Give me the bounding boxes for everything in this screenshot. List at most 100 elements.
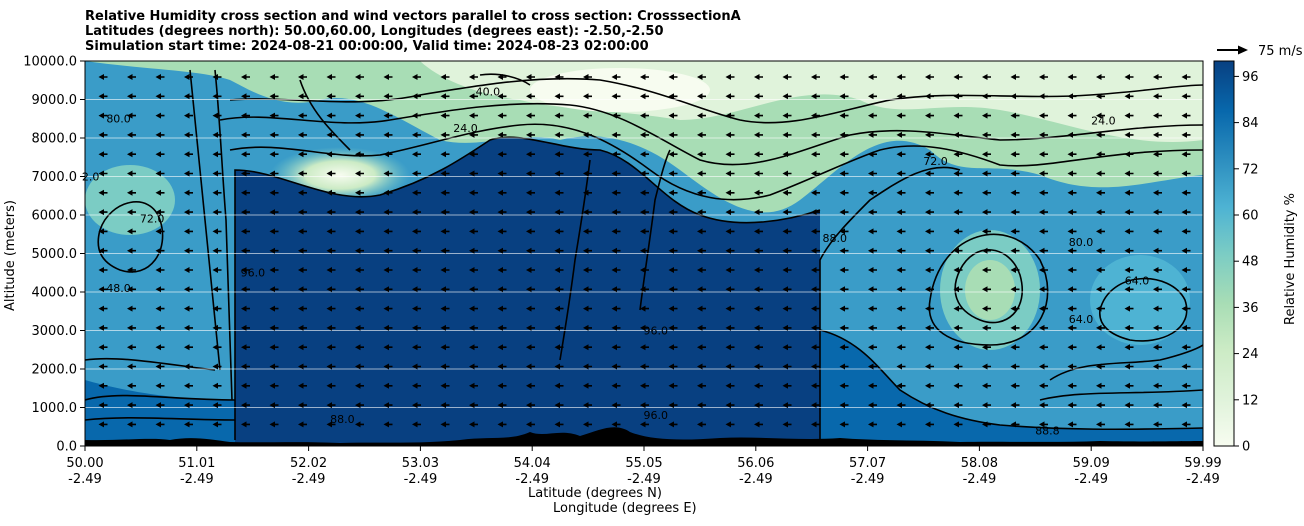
wind-vector bbox=[1124, 112, 1134, 119]
wind-vector bbox=[1096, 189, 1105, 196]
wind-vector bbox=[412, 402, 421, 409]
wind-vector bbox=[953, 189, 963, 196]
wind-vector bbox=[383, 324, 393, 331]
wind-vector bbox=[583, 267, 592, 273]
wind-vector bbox=[269, 267, 279, 273]
wind-vector bbox=[640, 344, 649, 351]
colorbar-ticks: 0 12 24 36 48 60 72 84 96 bbox=[1234, 70, 1259, 455]
wind-vector bbox=[982, 131, 991, 138]
wind-vector bbox=[953, 112, 963, 119]
wind-vector bbox=[697, 151, 706, 158]
wind-vector bbox=[868, 247, 877, 254]
wind-vector bbox=[298, 209, 307, 216]
wind-vector bbox=[668, 112, 678, 119]
wind-vector bbox=[554, 324, 564, 331]
wind-vector bbox=[782, 324, 792, 331]
wind-vector bbox=[725, 421, 735, 428]
wind-vector bbox=[127, 131, 136, 138]
wind-vector bbox=[668, 267, 678, 273]
wind-vector bbox=[355, 93, 364, 100]
wind-vector bbox=[184, 131, 193, 138]
wind-vector bbox=[611, 74, 621, 80]
wind-vector bbox=[241, 170, 250, 177]
wind-vector bbox=[155, 344, 165, 351]
wind-vector bbox=[184, 402, 193, 409]
wind-vector bbox=[440, 324, 450, 331]
wind-vector bbox=[640, 131, 649, 138]
wind-vector bbox=[754, 112, 763, 119]
wind-vector bbox=[1124, 209, 1134, 216]
wind-vector bbox=[1067, 112, 1077, 119]
colorbar-tick-label: 0 bbox=[1242, 440, 1250, 455]
wind-vector bbox=[811, 209, 820, 216]
contour-label: 2.0 bbox=[82, 170, 100, 183]
wind-vector bbox=[925, 170, 934, 177]
wind-vector bbox=[326, 286, 336, 293]
wind-vector bbox=[241, 363, 250, 370]
wind-vector bbox=[241, 286, 250, 293]
wind-vector bbox=[497, 305, 507, 312]
wind-vector bbox=[127, 324, 136, 331]
wind-vector bbox=[383, 286, 393, 293]
wind-vector bbox=[896, 189, 906, 196]
colorbar-tick-label: 48 bbox=[1242, 255, 1259, 270]
wind-vector bbox=[782, 228, 792, 235]
wind-vector bbox=[1010, 112, 1020, 119]
wind-vector bbox=[412, 421, 421, 428]
wind-vector bbox=[782, 382, 792, 389]
wind-vector bbox=[127, 421, 136, 428]
wind-vector bbox=[953, 267, 963, 273]
wind-vector bbox=[668, 344, 678, 351]
y-tick-label: 2000.0 bbox=[32, 363, 78, 378]
wind-vector bbox=[1067, 286, 1077, 293]
wind-vector bbox=[1096, 228, 1105, 235]
wind-vector bbox=[811, 74, 820, 80]
wind-vector bbox=[839, 209, 849, 216]
wind-vector bbox=[212, 267, 222, 273]
wind-vector bbox=[811, 247, 820, 254]
wind-vector bbox=[1124, 247, 1134, 254]
wind-vector bbox=[469, 189, 478, 196]
wind-vector bbox=[241, 324, 250, 331]
reference-vector-arrow bbox=[1217, 45, 1248, 55]
wind-vector bbox=[440, 170, 450, 177]
colorbar-tick-label: 24 bbox=[1242, 347, 1259, 362]
wind-vector bbox=[1181, 402, 1191, 409]
contour-label: 96.0 bbox=[241, 267, 266, 280]
wind-vector bbox=[155, 93, 165, 100]
x-tick-label-lon: -2.49 bbox=[739, 472, 773, 487]
x-tick-label-lat: 56.06 bbox=[737, 456, 774, 471]
wind-vector bbox=[697, 131, 706, 138]
wind-vector bbox=[440, 189, 450, 196]
wind-vector bbox=[469, 363, 478, 370]
wind-vector bbox=[98, 74, 108, 80]
wind-vector bbox=[1010, 421, 1020, 428]
wind-vector bbox=[839, 131, 849, 138]
wind-vector bbox=[212, 131, 222, 138]
wind-vector bbox=[526, 170, 535, 177]
wind-vector bbox=[526, 324, 535, 331]
wind-vector bbox=[212, 324, 222, 331]
wind-vector bbox=[839, 305, 849, 312]
y-axis: 0.0 1000.0 2000.0 3000.0 4000.0 5000.0 6000.0 7… bbox=[23, 55, 85, 455]
wind-vector bbox=[440, 382, 450, 389]
wind-vector bbox=[1067, 93, 1077, 100]
chart-title: Relative Humidity cross section and wind… bbox=[85, 9, 741, 54]
wind-vector bbox=[184, 189, 193, 196]
terrain bbox=[85, 427, 1203, 446]
wind-vector bbox=[811, 267, 820, 273]
wind-vector bbox=[1067, 267, 1077, 273]
wind-vector bbox=[127, 209, 136, 216]
wind-vector bbox=[184, 421, 193, 428]
wind-vector bbox=[326, 363, 336, 370]
wind-vector bbox=[497, 247, 507, 254]
wind-vector bbox=[896, 305, 906, 312]
wind-vector bbox=[383, 305, 393, 312]
wind-vector bbox=[98, 170, 108, 177]
wind-vector bbox=[982, 344, 991, 351]
wind-vector bbox=[526, 189, 535, 196]
wind-vector bbox=[155, 131, 165, 138]
wind-vector bbox=[868, 209, 877, 216]
wind-vector bbox=[383, 382, 393, 389]
